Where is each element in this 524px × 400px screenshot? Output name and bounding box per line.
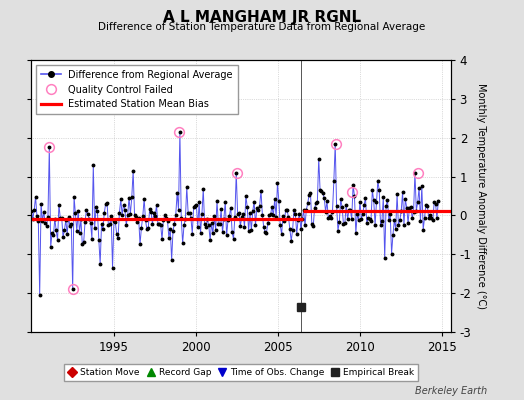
Legend: Station Move, Record Gap, Time of Obs. Change, Empirical Break: Station Move, Record Gap, Time of Obs. C… (64, 364, 418, 380)
Text: Difference of Station Temperature Data from Regional Average: Difference of Station Temperature Data f… (99, 22, 425, 32)
Y-axis label: Monthly Temperature Anomaly Difference (°C): Monthly Temperature Anomaly Difference (… (476, 83, 486, 309)
Text: A L MANGHAM JR RGNL: A L MANGHAM JR RGNL (163, 10, 361, 25)
Text: Berkeley Earth: Berkeley Earth (415, 386, 487, 396)
